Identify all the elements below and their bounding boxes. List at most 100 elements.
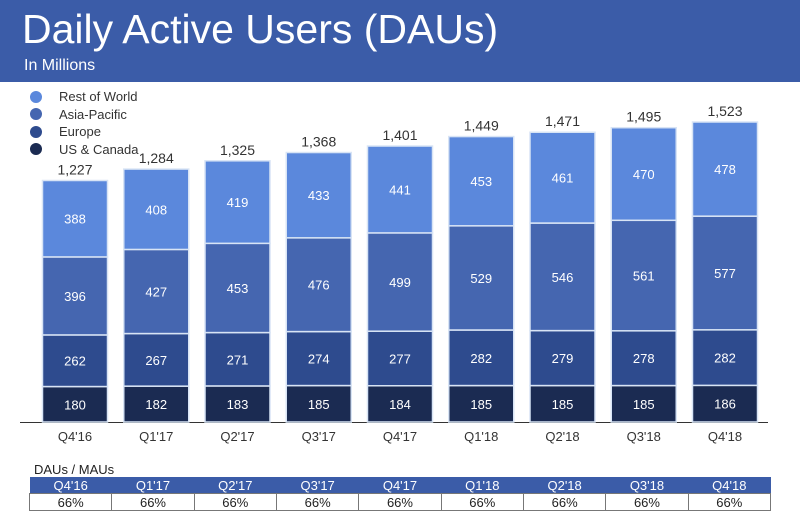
table-header-cell: Q3'18 [605, 477, 689, 494]
legend-label: Rest of World [59, 89, 138, 105]
bar-segment [285, 151, 352, 239]
data-label: 185 [470, 397, 492, 412]
category-label: Q3'18 [627, 429, 661, 444]
bar-segment [448, 225, 515, 331]
bar-segment [123, 248, 190, 335]
data-label: 185 [552, 397, 574, 412]
bar-segment [448, 384, 515, 423]
table-header-cell: Q4'16 [29, 477, 112, 494]
table-cell: 66% [28, 493, 113, 511]
data-label: 419 [227, 195, 249, 210]
data-label: 267 [145, 353, 167, 368]
data-label: 453 [470, 174, 492, 189]
data-label: 184 [389, 397, 411, 412]
total-label: 1,284 [139, 150, 174, 166]
data-label: 478 [714, 162, 736, 177]
table-header-cell: Q2'18 [523, 477, 606, 494]
legend-item-us-canada: US & Canada [30, 141, 139, 159]
bar-segment [610, 126, 677, 222]
data-label: 470 [633, 167, 655, 182]
bar-segment [285, 330, 352, 387]
category-label: Q1'18 [464, 429, 498, 444]
category-label: Q4'18 [708, 429, 742, 444]
bar-segment [41, 256, 109, 336]
table-cell: 66% [111, 493, 195, 511]
bar-segment [529, 131, 596, 224]
table-cell: 66% [275, 493, 360, 511]
table-cell: 66% [522, 493, 607, 511]
bar-segment [204, 160, 271, 245]
data-label: 499 [389, 275, 411, 290]
legend: Rest of World Asia-Pacific Europe US & C… [30, 88, 139, 158]
data-label: 433 [308, 188, 330, 203]
total-label: 1,449 [464, 118, 499, 134]
bar-segment [691, 121, 759, 217]
bar-segment [123, 168, 190, 251]
bar-segment [366, 145, 434, 234]
chart-subtitle: In Millions [24, 57, 96, 74]
data-label: 185 [633, 397, 655, 412]
bar-segment [366, 385, 434, 423]
data-label: 461 [552, 171, 574, 186]
bar-segment [41, 179, 109, 258]
data-label: 453 [227, 281, 249, 296]
data-label: 182 [145, 397, 167, 412]
data-label: 185 [308, 397, 330, 412]
data-label: 180 [64, 397, 86, 412]
data-label: 529 [470, 271, 492, 286]
data-label: 388 [64, 212, 86, 227]
legend-item-asia-pacific: Asia-Pacific [30, 106, 139, 124]
legend-item-rest-of-world: Rest of World [30, 88, 139, 106]
total-label: 1,471 [545, 113, 580, 129]
dau-mau-table: Q4'16 Q1'17 Q2'17 Q3'17 Q4'17 Q1'18 Q2'18 Q3'18… [28, 477, 772, 511]
data-label: 186 [714, 397, 736, 412]
total-label: 1,368 [301, 134, 336, 150]
legend-item-europe: Europe [30, 123, 139, 141]
legend-swatch [30, 125, 42, 138]
bar-segment [366, 330, 434, 387]
table-cell: 66% [193, 493, 277, 511]
bar-segment [285, 237, 352, 333]
bar-segment [691, 329, 759, 387]
category-label: Q2'17 [220, 429, 254, 444]
data-label: 271 [227, 352, 249, 367]
data-label: 561 [633, 269, 655, 284]
data-label: 441 [389, 182, 411, 197]
table-header-cell: Q4'18 [688, 477, 771, 494]
category-label: Q4'17 [383, 429, 417, 444]
bar-segment [204, 385, 271, 423]
data-label: 277 [389, 351, 411, 366]
table-header-cell: Q2'17 [194, 477, 277, 494]
data-label: 476 [308, 278, 330, 293]
table-header-cell: Q3'17 [276, 477, 359, 494]
data-label: 262 [64, 354, 86, 369]
data-label: 408 [145, 202, 167, 217]
data-label: 274 [308, 352, 330, 367]
total-label: 1,523 [707, 103, 742, 119]
dau-mau-label: DAUs / MAUs [34, 462, 115, 477]
bar-segment [448, 135, 515, 227]
category-label: Q3'17 [302, 429, 336, 444]
total-label: 1,325 [220, 142, 255, 158]
bar-segment [123, 385, 190, 423]
table-row: 66% 66% 66% 66% 66% 66% 66% 66% 66% [28, 493, 772, 511]
bar-segment [529, 384, 596, 423]
bar-segment [610, 330, 677, 387]
bar-segment [41, 385, 109, 423]
bar-segment [123, 332, 190, 387]
category-label: Q1'17 [139, 429, 173, 444]
legend-swatch [30, 108, 42, 121]
bar-segment [448, 329, 515, 387]
legend-swatch [30, 90, 42, 103]
table-cell: 66% [440, 493, 524, 511]
table-header-cell: Q4'17 [358, 477, 442, 494]
data-label: 183 [227, 397, 249, 412]
data-label: 546 [552, 270, 574, 285]
bar-segment [691, 215, 759, 331]
legend-label: US & Canada [59, 141, 139, 157]
legend-label: Europe [59, 124, 101, 140]
data-label: 427 [145, 285, 167, 300]
bar-segment [529, 329, 596, 387]
table-header-cell: Q1'17 [111, 477, 195, 494]
total-label: 1,495 [626, 109, 661, 125]
